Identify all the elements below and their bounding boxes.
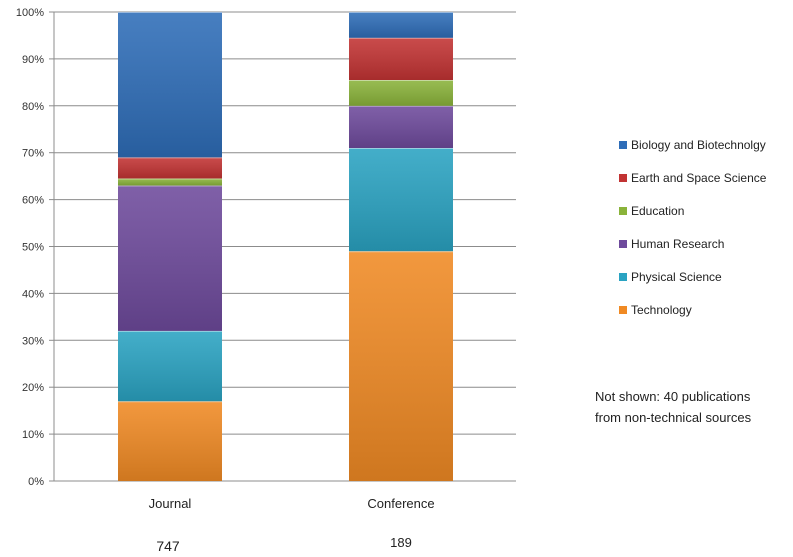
bars [118, 12, 453, 481]
legend-label: Biology and Biotechnolgy [631, 138, 766, 152]
legend-swatch [619, 306, 627, 314]
bar-segment-shading [118, 178, 222, 186]
bar-segment-shading [349, 105, 453, 149]
legend-label: Human Research [631, 237, 725, 251]
y-tick-label: 100% [16, 7, 44, 19]
x-category-label: Conference [367, 496, 434, 511]
legend-swatch [619, 141, 627, 149]
y-tick-label: 10% [22, 429, 44, 441]
footnote-line-1: Not shown: 40 publications [595, 389, 751, 404]
category-total-label: 747 [156, 538, 180, 554]
legend-label: Earth and Space Science [631, 171, 767, 185]
legend-item: Human Research [619, 236, 791, 269]
legend-swatch [619, 273, 627, 281]
footnote-line-2: from non-technical sources [595, 410, 752, 425]
y-tick-label: 70% [22, 148, 44, 160]
legend-label: Technology [631, 303, 692, 317]
y-tick-label: 40% [22, 288, 44, 300]
bar-segment-shading [118, 185, 222, 331]
legend-item: Earth and Space Science [619, 170, 791, 203]
bar-segment-shading [349, 148, 453, 252]
legend-label: Physical Science [631, 270, 722, 284]
bar-segment-shading [349, 12, 453, 38]
legend-swatch [619, 207, 627, 215]
legend-swatch [619, 174, 627, 182]
bar-segment-shading [118, 157, 222, 179]
bar-segment-shading [118, 330, 222, 402]
y-tick-label: 20% [22, 382, 44, 394]
legend-item: Biology and Biotechnolgy [619, 137, 791, 170]
y-tick-label: 90% [22, 54, 44, 66]
y-tick-label: 80% [22, 101, 44, 113]
bar-segment-shading [349, 37, 453, 81]
axis-labels: 0% 10% 20% 30% 40% 50% 60% 70% 80% 90% 100% Journal… [16, 7, 435, 554]
category-total-label: 189 [390, 535, 412, 550]
bar-segment-shading [349, 251, 453, 481]
bar-segment-shading [349, 80, 453, 106]
bar-segment-shading [118, 12, 222, 158]
legend-item: Technology [619, 302, 791, 335]
y-tick-label: 50% [22, 242, 44, 254]
footnote: Not shown: 40 publications from non-tech… [595, 386, 790, 428]
bar-segment-shading [118, 401, 222, 481]
x-category-label: Journal [149, 496, 192, 511]
y-tick-label: 0% [28, 476, 44, 488]
chart-legend: Biology and Biotechnolgy Earth and Space … [619, 137, 791, 335]
y-tick-label: 60% [22, 195, 44, 207]
legend-swatch [619, 240, 627, 248]
y-tick-label: 30% [22, 335, 44, 347]
legend-item: Physical Science [619, 269, 791, 302]
legend-item: Education [619, 203, 791, 236]
legend-label: Education [631, 204, 685, 218]
